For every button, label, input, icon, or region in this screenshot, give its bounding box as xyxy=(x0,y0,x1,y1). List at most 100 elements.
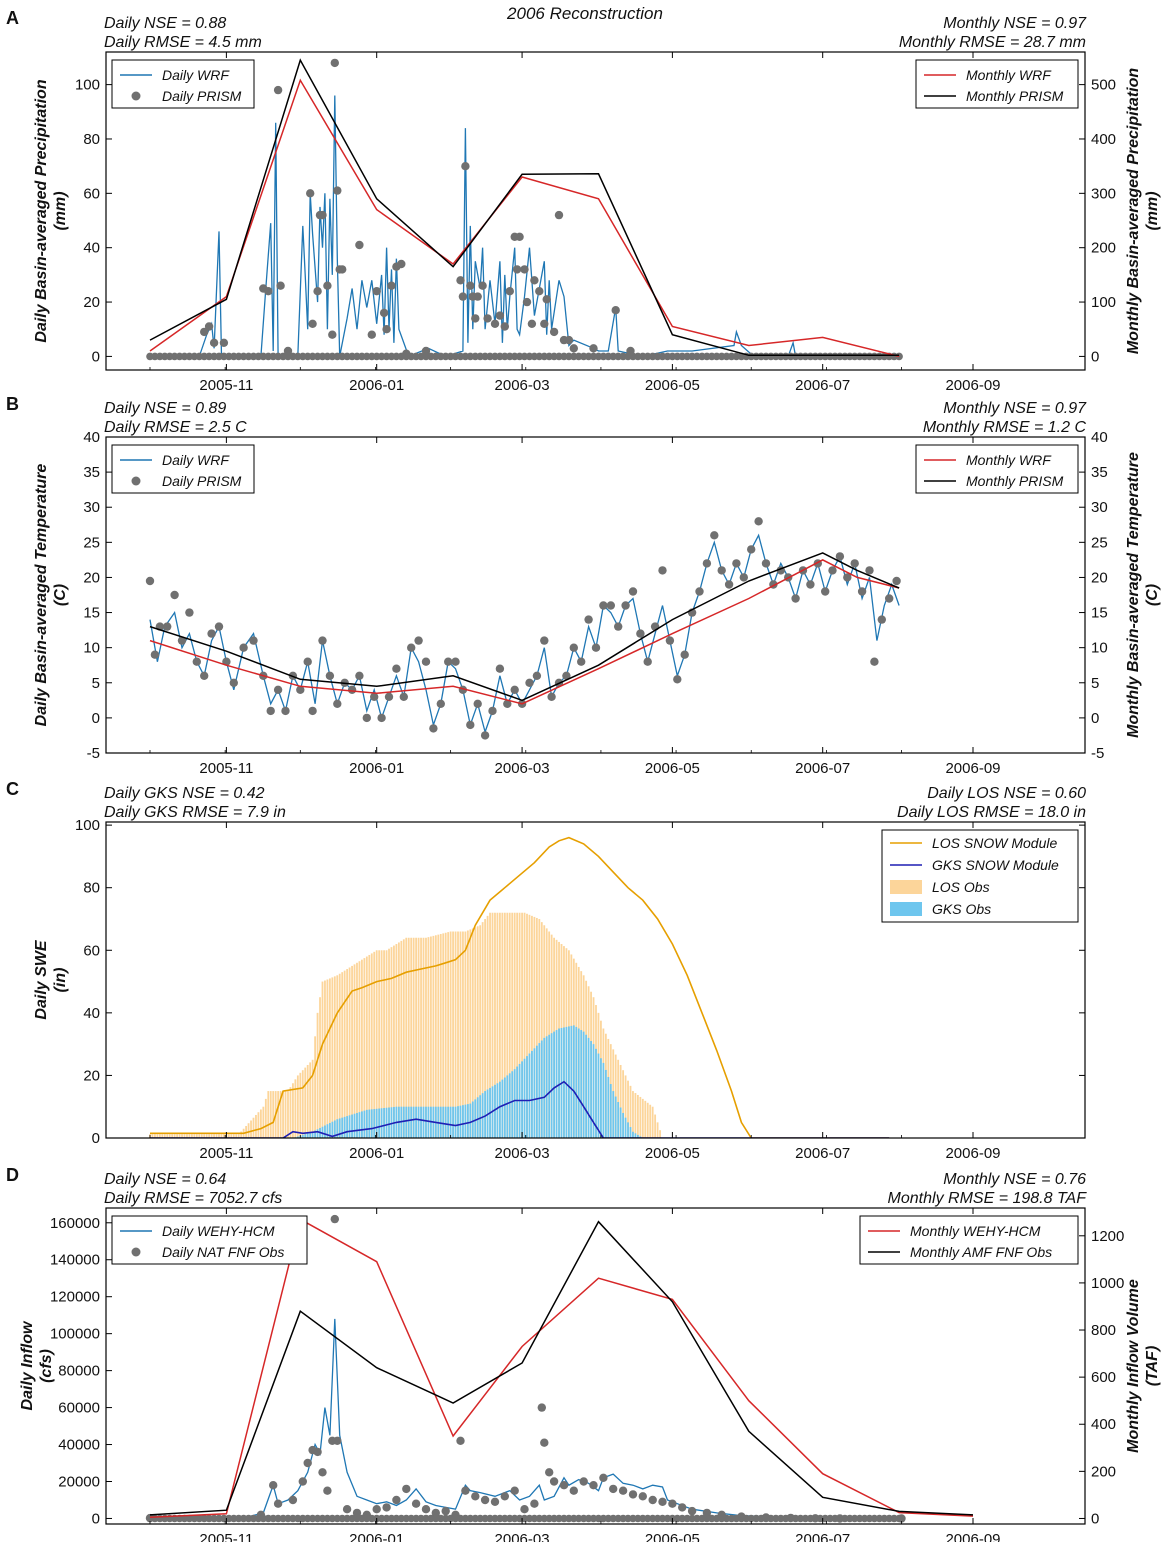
gks-obs-bar xyxy=(627,1122,629,1138)
panel-B: B Daily NSE = 0.89 Daily RMSE = 2.5 C Month… xyxy=(6,394,1161,777)
los-obs-bar xyxy=(388,948,390,1138)
daily-obs-point xyxy=(347,685,357,694)
daily-obs-point xyxy=(399,692,408,701)
gks-obs-bar xyxy=(439,1106,442,1138)
daily-obs-point xyxy=(702,1508,712,1518)
daily-obs-point xyxy=(618,1486,628,1495)
daily-obs-point xyxy=(379,308,389,318)
gks-obs-bar xyxy=(503,1077,506,1138)
legend-label: GKS Obs xyxy=(932,901,991,917)
daily-obs-point xyxy=(532,671,542,680)
gks-obs-bar xyxy=(501,1079,504,1138)
daily-obs-point xyxy=(569,344,578,353)
daily-obs-point xyxy=(589,344,598,353)
los-obs-bar xyxy=(634,1093,637,1138)
los-obs-bar xyxy=(528,914,531,1138)
daily-obs-point xyxy=(835,552,845,561)
daily-obs-point xyxy=(628,1490,638,1499)
gks-obs-bar xyxy=(595,1048,597,1138)
daily-obs-point xyxy=(414,636,423,645)
los-obs-bar xyxy=(434,935,437,1138)
los-model-line xyxy=(150,836,890,1138)
los-obs-bar xyxy=(319,997,321,1138)
daily-obs-point xyxy=(303,657,312,666)
gks-obs-bar xyxy=(572,1025,575,1138)
gks-obs-bar xyxy=(370,1109,373,1138)
los-obs-bar xyxy=(442,933,445,1138)
x-tick-label: 2006-09 xyxy=(945,377,1000,394)
daily-obs-point xyxy=(589,1481,598,1490)
gks-obs-bar xyxy=(612,1091,615,1138)
los-obs-bar xyxy=(494,912,496,1138)
daily-obs-point xyxy=(308,319,317,328)
stat-left-2: Daily GKS RMSE = 7.9 in xyxy=(104,804,286,821)
daily-obs-point xyxy=(658,566,667,575)
y-tick-label-left: 60 xyxy=(83,185,100,202)
gks-obs-bar xyxy=(516,1066,519,1138)
x-tick-label: 2006-01 xyxy=(349,1531,404,1542)
legend-label: Daily WEHY-HCM xyxy=(162,1223,275,1239)
los-obs-bar xyxy=(363,958,366,1138)
daily-obs-point xyxy=(229,678,238,687)
los-obs-bar xyxy=(518,912,521,1138)
y-tick-label-left: 20 xyxy=(83,1067,100,1084)
gks-obs-bar xyxy=(617,1102,620,1138)
daily-obs-point xyxy=(318,210,327,220)
x-tick-label: 2006-03 xyxy=(495,1145,550,1162)
los-obs-bar xyxy=(262,1106,265,1138)
gks-obs-bar xyxy=(412,1106,415,1138)
los-obs-bar xyxy=(326,979,329,1138)
gks-obs-bar xyxy=(494,1084,496,1138)
daily-obs-point xyxy=(577,657,586,666)
daily-obs-point xyxy=(411,1499,421,1508)
los-obs-bar xyxy=(208,1134,211,1138)
los-obs-bar xyxy=(186,1134,188,1138)
daily-obs-point xyxy=(806,580,815,589)
legend-label: Daily WRF xyxy=(162,67,230,83)
daily-obs-point xyxy=(540,1438,549,1447)
los-obs-bar xyxy=(343,970,346,1138)
daily-obs-point xyxy=(564,335,574,345)
x-tick-label: 2005-11 xyxy=(199,377,253,394)
y-tick-label-right: 1200 xyxy=(1091,1228,1124,1245)
daily-obs-point xyxy=(308,706,317,716)
gks-obs-bar xyxy=(422,1106,425,1138)
daily-obs-point xyxy=(483,314,492,323)
figure-suptitle: 2006 Reconstruction xyxy=(506,4,663,23)
los-obs-bar xyxy=(304,1067,307,1138)
gks-obs-bar xyxy=(481,1093,484,1138)
daily-obs-point xyxy=(490,319,500,328)
los-obs-bar xyxy=(255,1114,257,1138)
los-obs-bar xyxy=(166,1134,169,1138)
los-obs-bar xyxy=(267,1091,270,1138)
stat-left-2: Daily RMSE = 4.5 mm xyxy=(104,34,262,51)
panel-A: A Daily NSE = 0.88 Daily RMSE = 4.5 mm Mont… xyxy=(6,8,1161,394)
los-obs-bar xyxy=(193,1134,196,1138)
los-obs-bar xyxy=(348,967,351,1138)
stat-right-2: Monthly RMSE = 28.7 mm xyxy=(899,34,1086,51)
daily-obs-point xyxy=(549,1477,559,1486)
plot-area xyxy=(146,58,903,361)
los-obs-bar xyxy=(432,935,435,1138)
y-label-line: (cfs) xyxy=(38,1349,55,1383)
gks-obs-bar xyxy=(383,1108,385,1138)
y-tick-label-left: 0 xyxy=(92,710,100,727)
daily-obs-point xyxy=(421,1505,431,1514)
legend-label: Monthly PRISM xyxy=(966,473,1064,489)
gks-obs-bar xyxy=(609,1084,612,1138)
daily-obs-point xyxy=(554,210,564,220)
los-obs-bar xyxy=(237,1134,240,1138)
gks-obs-bar xyxy=(570,1025,573,1138)
los-obs-bar xyxy=(168,1134,171,1138)
daily-obs-point xyxy=(150,650,160,659)
legend-right xyxy=(915,59,1079,109)
y-tick-label-left: 0 xyxy=(92,348,100,365)
daily-obs-point xyxy=(325,671,335,680)
daily-obs-point xyxy=(444,657,453,666)
gks-obs-bar xyxy=(619,1107,622,1138)
daily-obs-point xyxy=(429,724,438,733)
daily-obs-point xyxy=(761,559,771,568)
gks-obs-bar xyxy=(361,1111,363,1138)
daily-obs-point xyxy=(515,232,524,241)
gks-obs-bar xyxy=(390,1107,393,1138)
